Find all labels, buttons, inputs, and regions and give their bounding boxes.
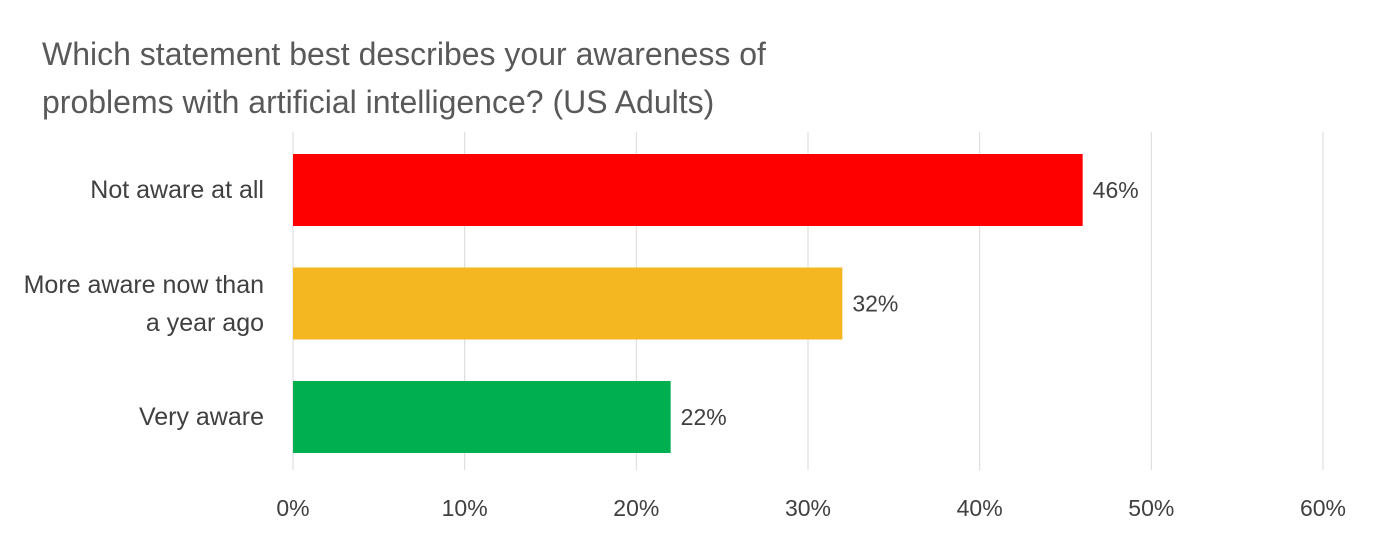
bar bbox=[293, 154, 1083, 226]
x-tick-label: 30% bbox=[785, 495, 831, 521]
bar bbox=[293, 267, 843, 340]
x-tick-label: 20% bbox=[613, 495, 659, 521]
chart-title: Which statement best describes your awar… bbox=[42, 36, 766, 120]
data-label: 46% bbox=[1093, 177, 1139, 203]
x-tick-label: 10% bbox=[442, 495, 488, 521]
y-tick-label: Not aware at all bbox=[90, 176, 264, 204]
x-tick-label: 50% bbox=[1128, 495, 1174, 521]
x-tick-label: 0% bbox=[276, 495, 309, 521]
bar bbox=[293, 381, 671, 453]
y-tick-label: More aware now than a year ago bbox=[23, 270, 264, 337]
x-tick-label: 40% bbox=[957, 495, 1003, 521]
y-tick-label: Very aware bbox=[138, 403, 264, 431]
x-tick-label: 60% bbox=[1300, 495, 1346, 521]
data-label: 22% bbox=[681, 404, 727, 430]
data-label: 32% bbox=[852, 291, 898, 317]
